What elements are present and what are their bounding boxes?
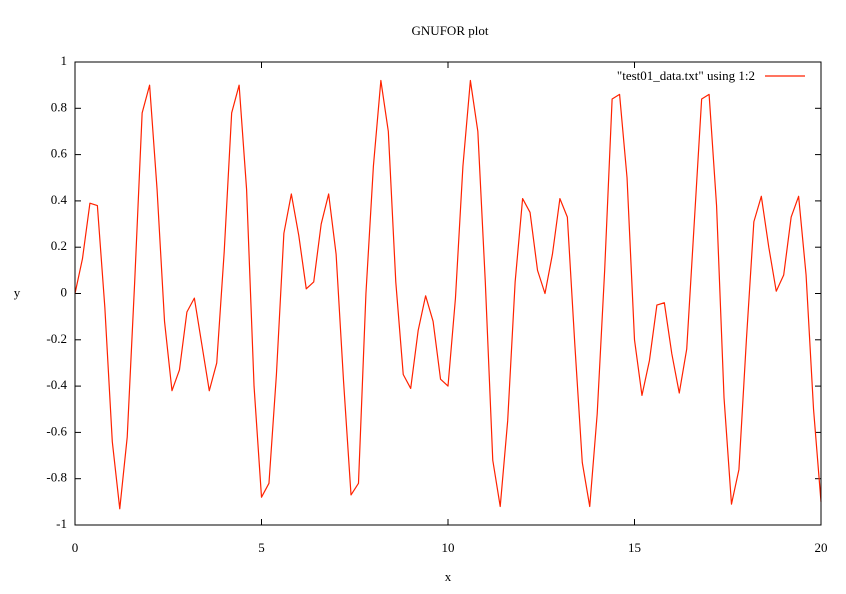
x-tick-label: 0 xyxy=(72,540,79,555)
y-tick-label: -0.8 xyxy=(46,470,67,485)
y-tick-label: 0.8 xyxy=(51,99,67,114)
chart-title: GNUFOR plot xyxy=(412,23,489,38)
series-layer xyxy=(74,79,822,510)
y-tick-label: -1 xyxy=(56,516,67,531)
y-tick-label: -0.4 xyxy=(46,377,67,392)
x-tick-label: 10 xyxy=(442,540,455,555)
legend-label: "test01_data.txt" using 1:2 xyxy=(617,68,755,83)
y-tick-label: 0.6 xyxy=(51,146,68,161)
x-tick-label: 20 xyxy=(815,540,828,555)
legend: "test01_data.txt" using 1:2 xyxy=(617,68,805,83)
plot-frame xyxy=(74,61,822,526)
y-tick-label: -0.6 xyxy=(46,423,67,438)
y-tick-label: 0 xyxy=(61,284,68,299)
x-tick-label: 5 xyxy=(258,540,265,555)
y-tick-label: 0.2 xyxy=(51,238,67,253)
x-axis-label: x xyxy=(445,569,452,584)
x-axis-ticks: 0 5 10 15 20 xyxy=(72,62,828,555)
y-axis-label: y xyxy=(14,285,21,300)
y-tick-label: 1 xyxy=(61,53,68,68)
y-axis-ticks: -1 -0.8 -0.6 -0.4 -0.2 0 0.2 0.4 0.6 0.8 1 xyxy=(46,53,821,531)
y-tick-label: -0.2 xyxy=(46,331,67,346)
series-line-0 xyxy=(74,79,822,510)
y-tick-label: 0.4 xyxy=(51,192,68,207)
x-tick-label: 15 xyxy=(628,540,641,555)
